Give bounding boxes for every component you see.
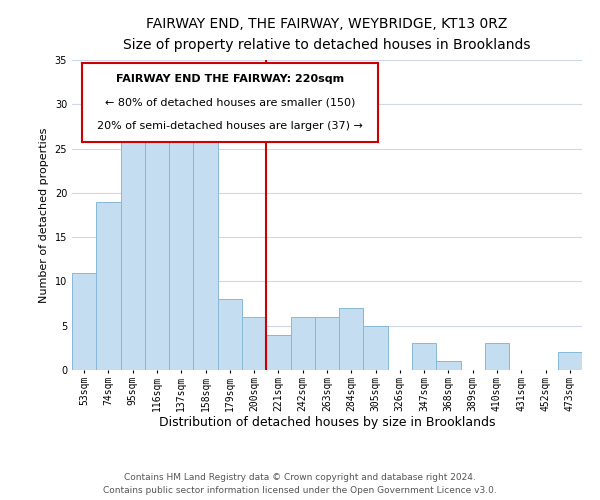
- Bar: [121, 122, 145, 370]
- Text: Contains HM Land Registry data © Crown copyright and database right 2024.
Contai: Contains HM Land Registry data © Crown c…: [103, 474, 497, 495]
- Bar: [266, 334, 290, 370]
- Bar: [315, 317, 339, 370]
- Bar: [169, 140, 193, 370]
- Bar: [436, 361, 461, 370]
- Bar: [145, 122, 169, 370]
- Title: FAIRWAY END, THE FAIRWAY, WEYBRIDGE, KT13 0RZ
Size of property relative to detac: FAIRWAY END, THE FAIRWAY, WEYBRIDGE, KT1…: [123, 18, 531, 52]
- Bar: [193, 140, 218, 370]
- Bar: [412, 344, 436, 370]
- Bar: [485, 344, 509, 370]
- X-axis label: Distribution of detached houses by size in Brooklands: Distribution of detached houses by size …: [159, 416, 495, 430]
- Bar: [364, 326, 388, 370]
- Bar: [290, 317, 315, 370]
- Y-axis label: Number of detached properties: Number of detached properties: [39, 128, 49, 302]
- Bar: [96, 202, 121, 370]
- Bar: [218, 299, 242, 370]
- Bar: [72, 272, 96, 370]
- Bar: [558, 352, 582, 370]
- Bar: [242, 317, 266, 370]
- Bar: [339, 308, 364, 370]
